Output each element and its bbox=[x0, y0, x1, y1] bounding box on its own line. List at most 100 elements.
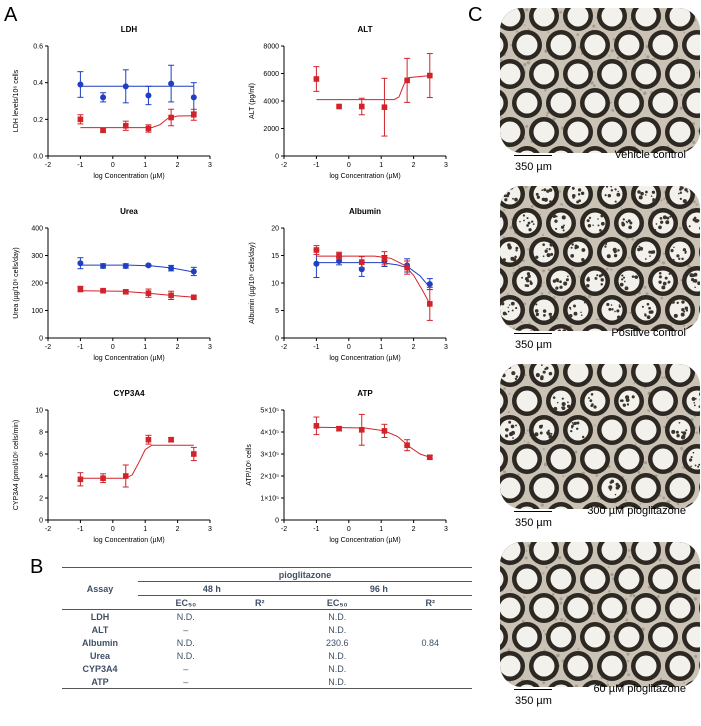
micro-element bbox=[514, 197, 518, 202]
micro-element bbox=[535, 303, 538, 306]
micro-element bbox=[662, 496, 666, 500]
micro-element bbox=[684, 188, 688, 192]
y-tick-label: 0.0 bbox=[33, 154, 43, 161]
chart-alt: ALT -2 -1 0 1 2 3 0 2000 4000 6000 8000 log Concentr… bbox=[249, 25, 448, 180]
micro-element bbox=[621, 221, 625, 225]
micro-element bbox=[560, 225, 565, 229]
micro-element bbox=[611, 308, 614, 311]
chart-title: Urea bbox=[120, 207, 138, 216]
micro-element bbox=[681, 257, 684, 261]
y-tick-label: 2000 bbox=[263, 126, 279, 133]
micro-element bbox=[641, 305, 644, 308]
time-header-96h: 96 h bbox=[285, 581, 472, 596]
micro-element bbox=[510, 589, 513, 592]
micro-element bbox=[669, 542, 691, 561]
micro-element bbox=[635, 655, 657, 677]
micro-element bbox=[546, 114, 549, 117]
micro-element bbox=[610, 49, 614, 53]
data-point bbox=[381, 428, 388, 434]
micro-element bbox=[683, 200, 686, 203]
micro-element bbox=[675, 430, 679, 434]
micro-element bbox=[678, 257, 681, 260]
micro-element bbox=[515, 249, 518, 252]
micro-element bbox=[548, 680, 574, 687]
micro-element bbox=[524, 276, 529, 281]
micro-element bbox=[680, 312, 685, 317]
micro-element bbox=[665, 618, 667, 621]
x-tick-label: 1 bbox=[379, 526, 383, 533]
micro-element bbox=[684, 306, 689, 310]
micro-element bbox=[544, 88, 547, 92]
micro-element bbox=[556, 317, 559, 320]
micro-element bbox=[590, 81, 594, 85]
micro-element bbox=[561, 401, 566, 407]
micro-element bbox=[555, 215, 558, 218]
micro-element bbox=[617, 249, 620, 252]
cell bbox=[389, 623, 472, 636]
micro-element bbox=[580, 502, 582, 504]
chart-title: CYP3A4 bbox=[113, 389, 145, 398]
micro-element bbox=[501, 371, 504, 374]
micro-element bbox=[550, 448, 572, 470]
micro-element bbox=[646, 315, 651, 320]
micro-element bbox=[669, 471, 673, 474]
series-96h bbox=[77, 434, 197, 488]
micro-element bbox=[607, 566, 610, 569]
micro-element bbox=[646, 55, 650, 59]
scale-bar-label: 350 µm bbox=[515, 339, 552, 351]
micro-element bbox=[510, 218, 513, 220]
micro-element bbox=[622, 328, 636, 331]
micro-element bbox=[608, 55, 611, 57]
micro-element bbox=[546, 111, 550, 115]
micro-element bbox=[644, 194, 647, 196]
micro-element bbox=[520, 506, 534, 509]
micro-element bbox=[696, 318, 700, 322]
micro-element bbox=[570, 253, 575, 258]
micro-element bbox=[614, 493, 617, 496]
micro-element bbox=[605, 243, 608, 246]
micro-element bbox=[507, 191, 511, 195]
chart-atp: ATP -2 -1 0 1 2 3 0 1×10⁵ 2×10⁵ 3×10⁵ 4×10⁵ 5×10⁵ log… bbox=[246, 389, 448, 544]
micro-element bbox=[634, 275, 639, 279]
micro-element bbox=[618, 270, 640, 292]
micro-element bbox=[690, 506, 700, 509]
micro-element bbox=[665, 220, 670, 225]
time-header-48h: 48 h bbox=[138, 581, 286, 596]
micro-element bbox=[506, 292, 509, 295]
micro-element bbox=[584, 448, 606, 470]
micro-element bbox=[697, 321, 700, 325]
data-point bbox=[381, 255, 388, 262]
micro-element bbox=[678, 45, 680, 47]
micro-element bbox=[632, 594, 636, 598]
micro-element bbox=[686, 190, 689, 193]
micro-element bbox=[582, 680, 608, 687]
ec50-header: EC₅₀ bbox=[175, 597, 197, 608]
micro-element bbox=[567, 655, 589, 677]
micro-element bbox=[503, 208, 505, 211]
x-tick-label: 1 bbox=[143, 526, 147, 533]
micro-element bbox=[610, 572, 614, 577]
data-point bbox=[168, 265, 175, 272]
micro-element bbox=[693, 597, 698, 601]
micro-element bbox=[651, 190, 656, 194]
micro-element bbox=[656, 595, 660, 599]
micro-element bbox=[548, 146, 574, 153]
micro-element bbox=[502, 187, 506, 191]
x-tick-label: -2 bbox=[45, 162, 51, 169]
micro-element bbox=[517, 473, 520, 476]
micro-element bbox=[638, 195, 643, 200]
x-tick-label: 2 bbox=[176, 344, 180, 351]
micro-element bbox=[606, 680, 609, 683]
micro-element bbox=[645, 292, 649, 296]
micro-element bbox=[604, 194, 607, 197]
assay-name: LDH bbox=[90, 611, 110, 622]
data-point bbox=[358, 427, 365, 433]
scale-bar bbox=[514, 511, 552, 512]
micro-element bbox=[538, 424, 543, 429]
data-point bbox=[100, 94, 107, 101]
chart-albumin: Albumin -2 -1 0 1 2 3 0 5 10 15 20 log Concentration… bbox=[249, 207, 448, 362]
micro-element bbox=[500, 214, 503, 218]
micro-element bbox=[624, 280, 626, 283]
data-point bbox=[313, 247, 320, 253]
micro-element bbox=[592, 24, 596, 28]
